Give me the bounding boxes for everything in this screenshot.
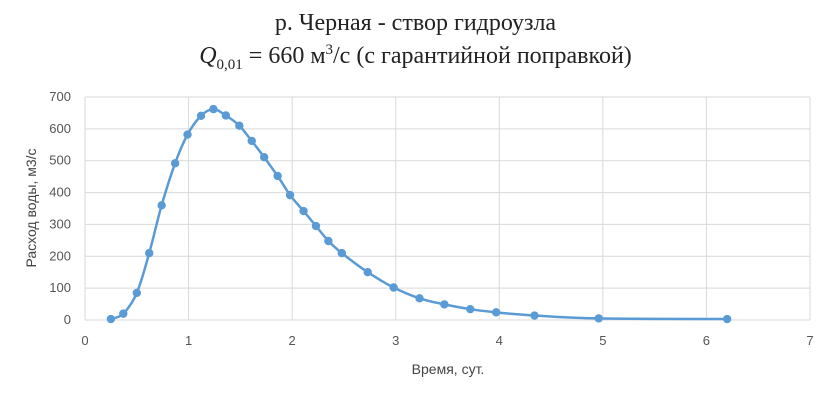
x-tick-label: 5 [599,333,606,348]
grid-lines [84,96,811,321]
data-point [119,309,128,318]
x-axis-label: Время, сут. [412,361,485,377]
x-tick-label: 7 [806,333,813,348]
data-point [285,190,295,200]
data-point [273,171,282,181]
x-tick-label: 3 [392,333,399,348]
data-point [311,221,321,231]
data-point [209,104,218,114]
data-point [183,130,192,139]
y-axis-label: Расход воды, м3/с [23,148,39,267]
data-point [337,248,347,258]
x-tick-label: 1 [185,333,192,348]
x-tick-label: 6 [703,333,710,348]
y-tick-label: 400 [49,185,71,200]
data-point [594,314,603,323]
data-point [196,111,206,120]
data-point [299,206,308,216]
data-point [157,201,166,210]
y-tick-label: 200 [49,248,71,263]
tick-labels: 0 100 200 300 400 500 600 700 0 1 2 3 4 5 6 7 [49,89,813,348]
y-tick-label: 500 [49,153,71,168]
y-tick-label: 300 [49,216,71,231]
data-point [247,136,256,146]
series-line [110,107,728,321]
data-point [170,159,180,168]
x-tick-label: 4 [496,333,503,348]
x-tick-label: 2 [289,333,296,348]
q-subscript: 0,01 [216,56,243,73]
q-value: = 660 м [242,43,326,69]
data-point [722,314,732,324]
q-symbol: Q [199,43,217,69]
y-tick-label: 100 [49,280,71,295]
y-tick-label: 0 [64,312,71,327]
data-point [324,236,333,246]
data-point [415,294,424,303]
chart-title-line-2: Q0,01 = 660 м3/с (с гарантийной поправко… [0,42,831,74]
data-point [363,268,372,277]
y-tick-label: 600 [49,121,71,136]
q-unit-superscript: 3 [325,42,334,58]
data-point [466,304,475,314]
x-tick-label: 0 [81,333,88,348]
data-point [132,288,141,298]
series-points [106,104,732,324]
data-point [530,311,539,320]
data-point [259,153,269,162]
data-point [221,111,231,120]
data-point [440,300,449,309]
chart-title-line-1: р. Черная - створ гидроузла [274,10,557,36]
data-point [145,248,154,258]
data-point [235,121,244,130]
data-point [389,283,398,292]
data-point [106,314,116,324]
y-tick-label: 700 [49,89,71,104]
data-point [491,308,501,317]
q-title-rest: /с (с гарантийной поправкой) [333,43,632,69]
